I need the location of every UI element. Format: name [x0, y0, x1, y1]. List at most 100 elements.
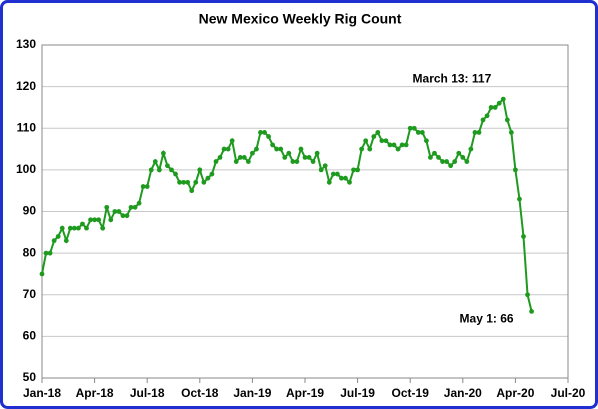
point — [525, 292, 530, 298]
point — [488, 105, 494, 110]
point — [464, 159, 470, 164]
point — [432, 150, 437, 156]
point — [290, 159, 296, 164]
x-tick-label: Jul-20 — [551, 386, 586, 400]
point — [456, 150, 462, 156]
point — [513, 167, 518, 173]
point — [367, 146, 373, 152]
point — [436, 154, 441, 160]
point — [39, 271, 45, 277]
point — [148, 167, 154, 173]
point — [266, 134, 271, 139]
point — [96, 217, 102, 223]
point — [379, 138, 385, 144]
y-tick-label: 50 — [23, 370, 37, 384]
point — [229, 138, 235, 144]
y-tick-label: 90 — [23, 204, 37, 218]
point — [286, 150, 292, 156]
point — [205, 175, 211, 181]
point — [343, 175, 348, 181]
point — [419, 130, 425, 135]
y-tick-label: 110 — [17, 120, 37, 134]
point — [43, 250, 49, 256]
point — [460, 154, 466, 160]
point — [500, 96, 506, 102]
point — [144, 184, 150, 189]
y-tick-label: 60 — [23, 329, 37, 343]
point — [423, 138, 429, 144]
point — [84, 225, 89, 231]
point — [322, 163, 328, 169]
point — [484, 113, 490, 119]
point — [67, 225, 73, 231]
point — [217, 154, 223, 160]
point — [298, 146, 304, 152]
point — [371, 134, 377, 139]
point — [221, 146, 227, 152]
point — [92, 217, 97, 223]
point — [124, 213, 130, 219]
y-tick-label: 70 — [23, 287, 37, 301]
point — [415, 130, 421, 135]
point — [185, 179, 191, 185]
point — [270, 142, 276, 148]
point — [59, 225, 65, 231]
y-tick-label: 120 — [16, 79, 36, 93]
point — [529, 309, 534, 314]
point — [395, 146, 401, 152]
point — [383, 138, 389, 144]
point — [278, 146, 284, 152]
point — [339, 175, 344, 181]
point — [444, 159, 450, 164]
point — [245, 159, 251, 164]
x-tick-label: Apr-18 — [76, 386, 114, 400]
point — [492, 105, 498, 110]
point — [428, 154, 433, 160]
point — [47, 250, 53, 256]
point — [318, 167, 324, 173]
point — [76, 225, 81, 231]
point — [140, 184, 146, 189]
point — [302, 154, 308, 160]
x-tick-label: Apr-19 — [286, 386, 324, 400]
point — [448, 163, 454, 169]
annotation: March 13: 117 — [413, 71, 492, 85]
y-tick-label: 100 — [16, 162, 36, 176]
point — [233, 159, 239, 164]
point — [197, 167, 203, 173]
point — [334, 171, 340, 177]
x-tick-label: Apr-20 — [496, 386, 534, 400]
point — [521, 234, 526, 239]
point — [177, 179, 182, 185]
x-tick-label: Jul-19 — [340, 386, 375, 400]
point — [241, 154, 247, 160]
y-tick-label: 80 — [23, 245, 37, 259]
point — [294, 159, 300, 164]
point — [88, 217, 93, 223]
point — [80, 221, 85, 227]
point — [112, 209, 118, 214]
point — [403, 142, 409, 148]
point — [411, 125, 417, 131]
point — [274, 146, 280, 152]
point — [254, 146, 259, 152]
point — [132, 204, 138, 210]
x-tick-label: Jul-18 — [130, 386, 165, 400]
point — [136, 200, 142, 206]
point — [201, 179, 207, 185]
point — [193, 179, 199, 185]
point — [472, 130, 478, 135]
point — [326, 179, 332, 185]
point — [504, 117, 510, 123]
x-tick-label: Jan-20 — [444, 386, 482, 400]
point — [330, 171, 336, 177]
x-tick-label: Oct-18 — [181, 386, 219, 400]
x-tick-label: Oct-19 — [392, 386, 430, 400]
point — [306, 154, 312, 160]
point — [468, 146, 474, 152]
point — [407, 125, 413, 131]
point — [213, 159, 219, 164]
point — [440, 159, 445, 164]
